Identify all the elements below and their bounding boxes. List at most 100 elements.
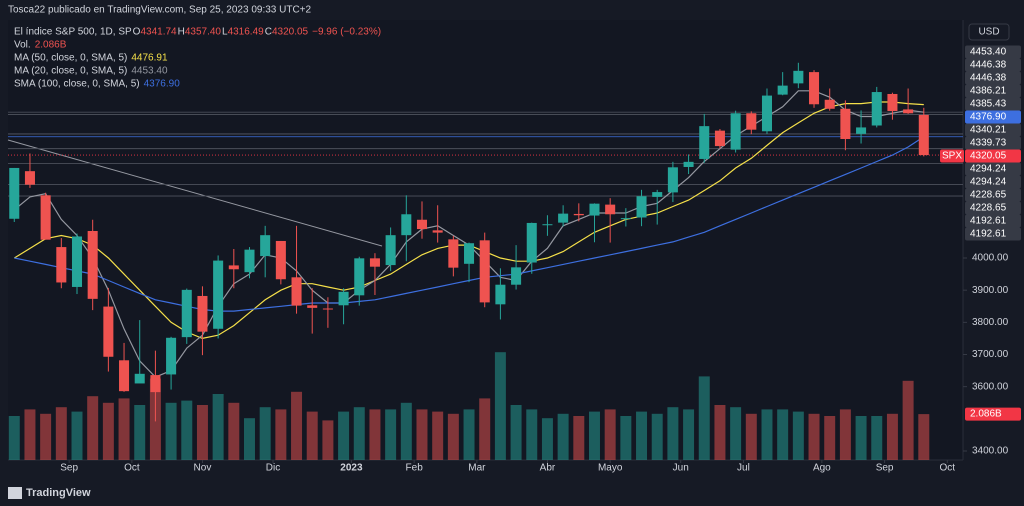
x-tick-label: Jul	[737, 463, 750, 474]
volume-bar	[55, 407, 67, 460]
volume-name: Vol.	[14, 40, 31, 51]
candle-body	[150, 375, 161, 393]
price-level-label: 4294.24	[970, 164, 1007, 175]
candle-body	[369, 258, 380, 267]
brand-logo	[8, 487, 22, 499]
candle-body	[809, 72, 820, 105]
price-level-tag	[965, 97, 1021, 111]
x-tick-label: Dic	[266, 463, 280, 474]
candle-body	[683, 161, 694, 167]
price-level-label: 4228.65	[970, 190, 1007, 201]
symbol-title: El índice S&P 500, 1D, SP	[14, 27, 132, 38]
candle-body	[542, 224, 553, 226]
price-level-tag	[965, 136, 1021, 150]
volume-bar	[792, 411, 804, 460]
price-level-label: 4294.24	[970, 177, 1007, 188]
indicator-name: MA (20, close, 0, SMA, 5)	[14, 66, 127, 77]
candle-body	[181, 289, 192, 338]
candle-body	[495, 284, 506, 305]
symbol-label: SPX	[942, 151, 962, 162]
volume-bar	[447, 413, 459, 460]
y-tick-label: 3900.00	[972, 285, 1009, 296]
x-tick-label: Ago	[813, 463, 831, 474]
volume-bar	[777, 409, 789, 460]
price-level-label: 4376.90	[970, 112, 1007, 123]
candle-body	[777, 85, 788, 95]
plot-area	[8, 20, 963, 460]
volume-value: 2.086B	[35, 40, 67, 51]
price-level-tag	[965, 227, 1021, 241]
volume-bar	[196, 405, 208, 460]
candle-body	[260, 235, 271, 257]
volume-tag-label: 2.086B	[970, 409, 1002, 420]
candle-body	[605, 204, 616, 215]
indicator-value: 4376.90	[144, 79, 181, 90]
candle-body	[24, 171, 35, 185]
candle-body	[793, 70, 804, 84]
price-level-tag	[965, 123, 1021, 137]
y-tick-label: 3600.00	[972, 381, 1009, 392]
price-level-tag	[965, 110, 1021, 124]
currency[interactable]: USD	[978, 27, 999, 38]
volume-bar	[557, 413, 569, 460]
candle-body	[511, 267, 522, 285]
candle-body	[213, 260, 224, 329]
indicator-value: 4476.91	[131, 53, 168, 64]
volume-bar	[918, 414, 930, 460]
volume-bar	[87, 396, 99, 460]
price-level-label: 4340.21	[970, 125, 1007, 136]
candle-body	[291, 277, 302, 306]
volume-bar	[541, 418, 553, 460]
volume-bar	[212, 394, 224, 460]
candle-body	[620, 218, 631, 220]
ohlc-value: 4357.40	[185, 27, 222, 38]
volume-bar	[102, 402, 114, 460]
candle-body	[103, 306, 114, 357]
volume-bar	[385, 409, 397, 460]
candle-body	[761, 95, 772, 132]
volume-bar	[118, 398, 130, 460]
candle-body	[526, 222, 537, 263]
volume-bar	[494, 352, 506, 460]
candle-body	[824, 99, 835, 109]
ohlc-key: C	[265, 27, 272, 38]
volume-bar	[338, 411, 350, 460]
candle-body	[479, 240, 490, 303]
volume-bar	[181, 400, 193, 460]
candle-body	[714, 130, 725, 147]
candle-body	[40, 195, 51, 240]
volume-bar	[510, 405, 522, 460]
volume-bar	[526, 409, 538, 460]
volume-bar	[165, 402, 177, 460]
currency-box[interactable]	[968, 23, 1010, 41]
indicator-name: SMA (100, close, 0, SMA, 5)	[14, 79, 140, 90]
candle-body	[448, 239, 459, 268]
candle-body	[401, 214, 412, 236]
price-level-label: 4446.38	[970, 73, 1007, 84]
x-tick-label: Feb	[406, 463, 424, 474]
volume-bar	[40, 413, 52, 460]
price-level-label: 4446.38	[970, 60, 1007, 71]
y-tick-label: 3700.00	[972, 349, 1009, 360]
x-tick-label: Sep	[60, 463, 78, 474]
candle-body	[730, 113, 741, 150]
candle-body	[338, 291, 349, 306]
price-level-tag	[965, 188, 1021, 202]
volume-bar	[8, 416, 20, 460]
price-level-tag	[965, 162, 1021, 176]
candle-body	[667, 167, 678, 193]
candle-body	[134, 373, 145, 384]
x-tick-label: Mar	[468, 463, 486, 474]
volume-bar	[871, 416, 883, 460]
volume-bar	[244, 418, 255, 460]
candle-body	[244, 249, 255, 273]
price-level-tag	[965, 71, 1021, 85]
indicator-name: MA (50, close, 0, SMA, 5)	[14, 53, 127, 64]
volume-bar	[839, 409, 851, 460]
price-level-tag	[965, 149, 1021, 163]
x-tick-label: Abr	[540, 463, 556, 474]
candle-body	[385, 235, 396, 266]
volume-bar	[761, 409, 773, 460]
volume-bar	[463, 409, 475, 460]
